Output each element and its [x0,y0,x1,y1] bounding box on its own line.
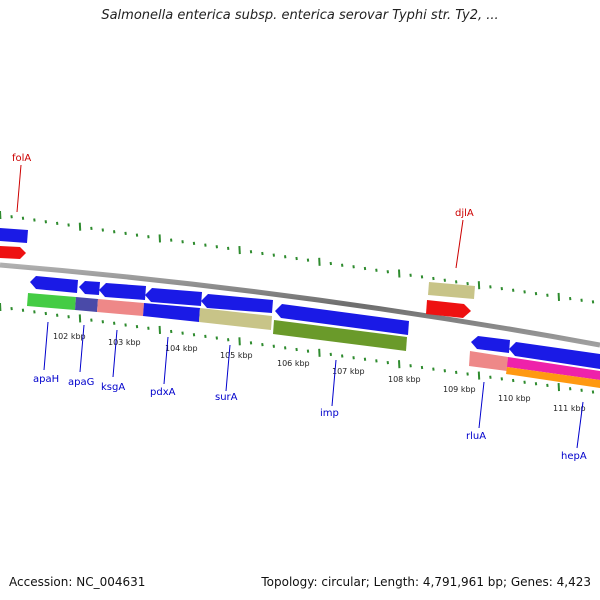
feature-blue-block[interactable] [143,303,200,322]
gene-label-hepA[interactable]: hepA [561,451,587,462]
gene-label-apaH[interactable]: apaH [33,374,59,385]
accession-text: Accession: NC_004631 [9,575,146,589]
feature-red-arrow-djlA[interactable] [426,300,471,318]
gene-label-ksgA[interactable]: ksgA [101,382,125,393]
kbp-ruler-labels: 102 kbp 103 kbp 104 kbp 105 kbp 106 kbp 107 k… [53,332,586,413]
feature-salmon-block-2[interactable] [469,351,508,371]
feature-khaki-block-2[interactable] [199,308,272,330]
kbp-label: 105 kbp [220,351,253,360]
feature-blue-arrow-apaH[interactable] [30,276,78,293]
leader-djlA [455,219,464,269]
gene-label-apaG[interactable]: apaG [68,377,94,388]
kbp-label: 104 kbp [165,344,198,353]
feature-orange-block[interactable] [506,367,600,388]
upper-tick-track [0,210,595,304]
reverse-strand-features [27,276,600,388]
leader-folA [16,164,22,213]
gene-label-surA[interactable]: surA [215,392,238,403]
feature-salmon-block[interactable] [97,299,144,316]
gene-labels: folA djlA apaH apaG ksgA pdxA surA imp r… [12,153,587,462]
feature-blue-arrow[interactable] [0,228,28,243]
feature-blue-arrow-rluA[interactable] [471,336,510,353]
kbp-label: 102 kbp [53,332,86,341]
feature-khaki-block[interactable] [428,282,475,299]
kbp-label: 108 kbp [388,375,421,384]
topology-text: Topology: circular; Length: 4,791,961 bp… [261,575,591,589]
kbp-label: 110 kbp [498,394,531,403]
leader-apaG [79,324,85,373]
gene-label-pdxA[interactable]: pdxA [150,387,176,398]
gene-label-folA[interactable]: folA [12,153,31,164]
leader-pdxA [163,336,169,385]
feature-blue-arrow-pdxA[interactable] [145,288,202,306]
map-title: Salmonella enterica subsp. enterica sero… [101,8,499,23]
feature-blue-arrow-ksgA[interactable] [99,283,146,300]
kbp-label: 111 kbp [553,404,586,413]
leader-rluA [478,381,485,429]
gene-leader-lines [16,164,584,449]
feature-blue-arrow-imp[interactable] [275,304,409,335]
feature-olive-block[interactable] [273,320,407,351]
feature-blue-arrow-hepA[interactable] [509,342,600,369]
genome-backbone [0,262,600,348]
kbp-label: 106 kbp [277,359,310,368]
leader-apaH [43,321,49,371]
forward-strand-features [0,228,475,318]
leader-surA [225,344,231,392]
gene-label-imp[interactable]: imp [320,408,339,419]
feature-blue-arrow-surA[interactable] [201,294,273,313]
leader-ksgA [112,329,118,378]
gene-label-djlA[interactable]: djlA [455,208,474,219]
feature-green-block[interactable] [27,293,76,310]
leader-hepA [576,401,584,449]
leader-imp [331,359,337,407]
lower-tick-track [0,302,595,394]
kbp-label: 107 kbp [332,367,365,376]
kbp-label: 103 kbp [108,338,141,347]
feature-magenta-block[interactable] [507,357,600,380]
feature-purple-block[interactable] [75,297,98,312]
feature-blue-arrow-apaG[interactable] [79,281,100,295]
feature-red-arrow[interactable] [0,246,26,259]
kbp-label: 109 kbp [443,385,476,394]
gene-label-rluA[interactable]: rluA [466,431,486,442]
